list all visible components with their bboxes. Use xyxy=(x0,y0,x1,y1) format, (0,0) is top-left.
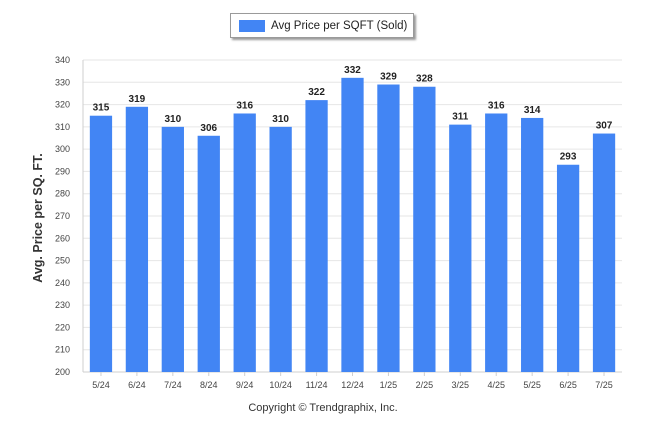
data-label: 316 xyxy=(236,100,253,111)
bar[interactable] xyxy=(377,84,400,372)
x-tick-label: 5/25 xyxy=(523,380,541,390)
y-tick-label: 290 xyxy=(55,166,70,176)
y-tick-label: 330 xyxy=(55,77,70,87)
y-tick-label: 250 xyxy=(55,256,70,266)
data-label: 311 xyxy=(452,112,469,123)
data-label: 315 xyxy=(93,103,110,114)
x-tick-label: 3/25 xyxy=(452,380,470,390)
bar[interactable] xyxy=(197,135,220,372)
data-label: 328 xyxy=(416,74,433,85)
y-axis-title: Avg. Price per SQ. FT. xyxy=(31,153,45,283)
x-tick-label: 6/24 xyxy=(128,380,146,390)
y-tick-label: 280 xyxy=(55,189,70,199)
x-tick-label: 7/25 xyxy=(595,380,613,390)
bar[interactable] xyxy=(305,100,328,372)
legend-label: Avg Price per SQFT (Sold) xyxy=(271,19,408,32)
data-label: 307 xyxy=(596,121,613,132)
bar[interactable] xyxy=(89,115,113,372)
y-tick-label: 310 xyxy=(55,122,70,132)
y-tick-label: 220 xyxy=(55,322,70,332)
bar[interactable] xyxy=(233,113,256,372)
y-tick-label: 230 xyxy=(55,300,70,310)
y-tick-label: 260 xyxy=(55,233,70,243)
x-tick-labels: 5/24 6/24 7/24 8/24 9/24 10/24 11/24 12/24 1/25 2… xyxy=(92,380,613,390)
x-tick-label: 6/25 xyxy=(559,380,577,390)
y-tick-label: 210 xyxy=(55,345,70,355)
data-label: 322 xyxy=(308,87,325,98)
bar[interactable] xyxy=(161,126,184,372)
y-tick-label: 240 xyxy=(55,278,70,288)
bar[interactable] xyxy=(592,133,616,372)
bar[interactable] xyxy=(125,106,149,373)
data-label: 332 xyxy=(344,65,361,76)
x-tick-label: 8/24 xyxy=(200,380,218,390)
y-tick-label: 270 xyxy=(55,211,70,221)
y-tick-labels: 200 210 220 230 240 250 260 270 280 290 300 310 320 3… xyxy=(55,55,70,377)
legend[interactable]: Avg Price per SQFT (Sold) xyxy=(230,13,414,38)
data-labels: 315 319 310 306 316 310 322 332 329 328 311 316 314 2… xyxy=(93,65,613,163)
y-tick-label: 300 xyxy=(55,144,70,154)
bars xyxy=(89,77,616,373)
data-label: 314 xyxy=(524,105,541,116)
bar[interactable] xyxy=(521,117,544,372)
bar[interactable] xyxy=(556,164,580,372)
data-label: 310 xyxy=(272,114,289,125)
data-label: 316 xyxy=(488,100,505,111)
bar[interactable] xyxy=(269,126,292,372)
data-label: 310 xyxy=(164,114,181,125)
y-tick-label: 320 xyxy=(55,100,70,110)
legend-swatch xyxy=(239,19,265,32)
y-tick-label: 340 xyxy=(55,55,70,65)
x-tick-label: 1/25 xyxy=(380,380,398,390)
data-label: 319 xyxy=(129,94,146,105)
x-tick-label: 9/24 xyxy=(236,380,254,390)
bar[interactable] xyxy=(449,124,472,372)
x-tick-label: 12/24 xyxy=(341,380,364,390)
x-tick-label: 7/24 xyxy=(164,380,182,390)
copyright-text: Copyright © Trendgraphix, Inc. xyxy=(248,402,398,414)
x-tick-label: 2/25 xyxy=(416,380,434,390)
data-label: 306 xyxy=(200,123,217,134)
x-tick-label: 5/24 xyxy=(92,380,110,390)
bar[interactable] xyxy=(341,77,364,372)
data-label: 293 xyxy=(560,152,577,163)
data-label: 329 xyxy=(380,72,397,83)
x-tick-label: 10/24 xyxy=(269,380,292,390)
bar[interactable] xyxy=(413,86,436,372)
x-tick-label: 4/25 xyxy=(487,380,505,390)
y-tick-label: 200 xyxy=(55,367,70,377)
bar[interactable] xyxy=(485,113,508,372)
x-tick-label: 11/24 xyxy=(306,380,328,390)
